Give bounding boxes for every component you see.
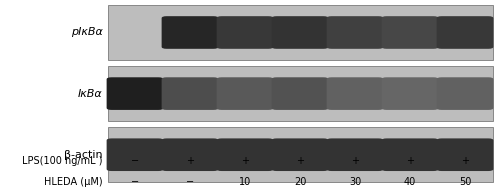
FancyBboxPatch shape <box>108 66 492 121</box>
FancyBboxPatch shape <box>106 77 164 110</box>
FancyBboxPatch shape <box>216 138 274 171</box>
FancyBboxPatch shape <box>216 77 274 110</box>
Text: 50: 50 <box>459 177 471 187</box>
FancyBboxPatch shape <box>272 138 328 171</box>
FancyBboxPatch shape <box>162 138 218 171</box>
FancyBboxPatch shape <box>382 16 438 49</box>
Text: pIκBα: pIκBα <box>70 28 102 37</box>
Text: β-actin: β-actin <box>64 150 102 160</box>
FancyBboxPatch shape <box>382 77 438 110</box>
Text: 30: 30 <box>349 177 361 187</box>
Text: +: + <box>186 156 194 166</box>
Text: HLEDA (μM): HLEDA (μM) <box>44 177 102 187</box>
FancyBboxPatch shape <box>162 16 218 49</box>
Text: −: − <box>131 177 139 187</box>
FancyBboxPatch shape <box>108 5 492 60</box>
Text: +: + <box>461 156 469 166</box>
Text: +: + <box>241 156 249 166</box>
FancyBboxPatch shape <box>162 77 218 110</box>
FancyBboxPatch shape <box>106 138 164 171</box>
Text: 20: 20 <box>294 177 306 187</box>
FancyBboxPatch shape <box>326 77 384 110</box>
FancyBboxPatch shape <box>436 16 494 49</box>
FancyBboxPatch shape <box>108 127 492 182</box>
FancyBboxPatch shape <box>326 138 384 171</box>
Text: IκBα: IκBα <box>78 89 102 99</box>
Text: +: + <box>351 156 359 166</box>
Text: LPS(100 ng/mL ): LPS(100 ng/mL ) <box>22 156 102 166</box>
Text: +: + <box>406 156 414 166</box>
Text: +: + <box>296 156 304 166</box>
FancyBboxPatch shape <box>272 16 328 49</box>
FancyBboxPatch shape <box>436 77 494 110</box>
FancyBboxPatch shape <box>382 138 438 171</box>
Text: 40: 40 <box>404 177 416 187</box>
FancyBboxPatch shape <box>436 138 494 171</box>
FancyBboxPatch shape <box>272 77 328 110</box>
Text: 10: 10 <box>239 177 251 187</box>
Text: −: − <box>186 177 194 187</box>
Text: −: − <box>131 156 139 166</box>
FancyBboxPatch shape <box>216 16 274 49</box>
FancyBboxPatch shape <box>326 16 384 49</box>
